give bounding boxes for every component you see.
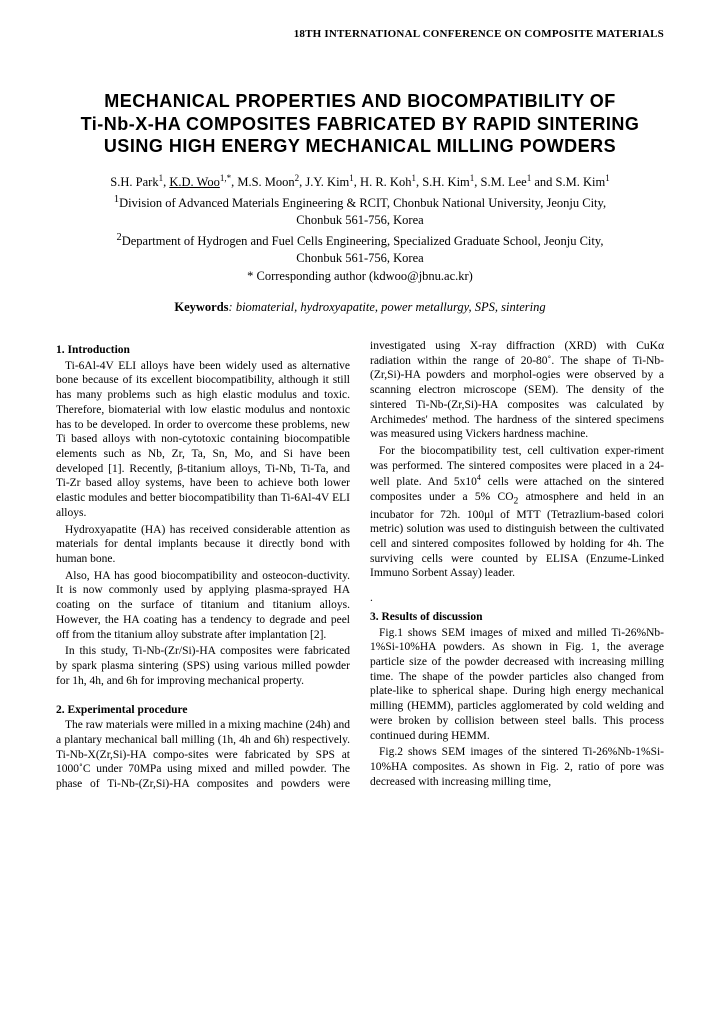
author-list: S.H. Park1, K.D. Woo1,*, M.S. Moon2, J.Y… <box>56 172 664 192</box>
affiliation-1: 1Division of Advanced Materials Engineer… <box>56 193 664 229</box>
section-2-para-2: For the biocompatibility test, cell cult… <box>370 444 664 581</box>
affil-2-text: Department of Hydrogen and Fuel Cells En… <box>122 234 604 265</box>
page: 18TH INTERNATIONAL CONFERENCE ON COMPOSI… <box>0 0 720 832</box>
section-2-heading: 2. Experimental procedure <box>56 703 350 718</box>
title-line-2: Ti-Nb-X-HA COMPOSITES FABRICATED BY RAPI… <box>56 113 664 136</box>
section-1-para-2: Hydroxyapatite (HA) has received conside… <box>56 523 350 567</box>
spacer <box>56 691 350 699</box>
keywords-list: : biomaterial, hydroxyapatite, power met… <box>229 300 546 314</box>
keywords-line: Keywords: biomaterial, hydroxyapatite, p… <box>56 300 664 315</box>
affiliation-2: 2Department of Hydrogen and Fuel Cells E… <box>56 231 664 267</box>
corresponding-author: * Corresponding author (kdwoo@jbnu.ac.kr… <box>56 269 664 284</box>
section-3-para-2: Fig.2 shows SEM images of the sintered T… <box>370 745 664 789</box>
affil-1-text: Division of Advanced Materials Engineeri… <box>119 196 606 227</box>
section-1-para-1: Ti-6Al-4V ELI alloys have been widely us… <box>56 359 350 521</box>
section-3-heading: 3. Results of discussion <box>370 610 664 625</box>
title-line-3: USING HIGH ENERGY MECHANICAL MILLING POW… <box>56 135 664 158</box>
conference-name: 18TH INTERNATIONAL CONFERENCE ON COMPOSI… <box>294 28 664 40</box>
section-1-para-3: Also, HA has good biocompatibility and o… <box>56 569 350 643</box>
keywords-label: Keywords <box>174 300 228 314</box>
paper-title: MECHANICAL PROPERTIES AND BIOCOMPATIBILI… <box>56 90 664 158</box>
body-columns: 1. Introduction Ti-6Al-4V ELI alloys hav… <box>56 339 664 792</box>
title-line-1: MECHANICAL PROPERTIES AND BIOCOMPATIBILI… <box>56 90 664 113</box>
dot: . <box>370 591 664 606</box>
section-1-para-4: In this study, Ti-Nb-(Zr/Si)-HA composit… <box>56 644 350 688</box>
section-1-heading: 1. Introduction <box>56 343 350 358</box>
section-3-para-1: Fig.1 shows SEM images of mixed and mill… <box>370 626 664 744</box>
spacer <box>370 583 664 591</box>
conference-header: 18TH INTERNATIONAL CONFERENCE ON COMPOSI… <box>56 28 664 40</box>
